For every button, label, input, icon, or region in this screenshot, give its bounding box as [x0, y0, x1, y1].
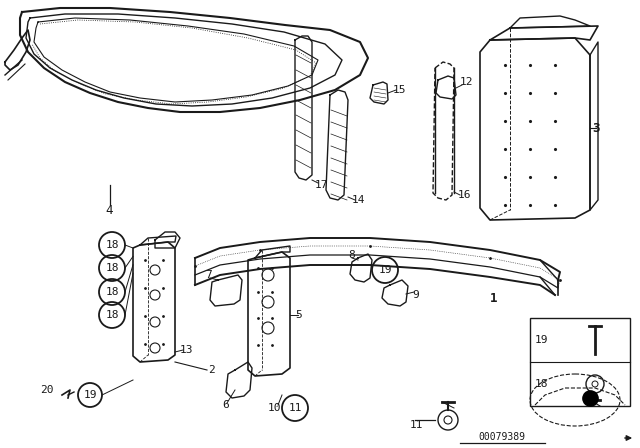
- Text: 5: 5: [295, 310, 301, 320]
- Text: 17: 17: [315, 180, 328, 190]
- Text: 18: 18: [105, 263, 119, 273]
- Bar: [530, 318, 630, 406]
- Text: 18: 18: [105, 287, 119, 297]
- Text: 19: 19: [83, 390, 97, 400]
- Text: 8: 8: [348, 250, 355, 260]
- Text: 14: 14: [352, 195, 365, 205]
- Text: 00079389: 00079389: [479, 432, 525, 442]
- Text: 12: 12: [460, 77, 474, 87]
- Text: 11: 11: [288, 403, 301, 413]
- Text: 19: 19: [535, 335, 548, 345]
- Text: 3: 3: [592, 121, 600, 134]
- Text: 7: 7: [205, 270, 212, 280]
- Text: 18: 18: [535, 379, 548, 389]
- Text: 15: 15: [393, 85, 406, 95]
- Text: 6: 6: [222, 400, 228, 410]
- Text: 2: 2: [208, 365, 215, 375]
- Text: 20: 20: [40, 385, 54, 395]
- Text: 19: 19: [378, 265, 392, 275]
- Text: 18: 18: [105, 240, 119, 250]
- Text: 13: 13: [180, 345, 193, 355]
- Text: 18: 18: [105, 310, 119, 320]
- Text: 4: 4: [105, 203, 113, 216]
- Text: 16: 16: [458, 190, 472, 200]
- Text: 1: 1: [490, 292, 497, 305]
- Text: 11: 11: [410, 420, 424, 430]
- Text: 9: 9: [412, 290, 419, 300]
- Text: 10: 10: [268, 403, 282, 413]
